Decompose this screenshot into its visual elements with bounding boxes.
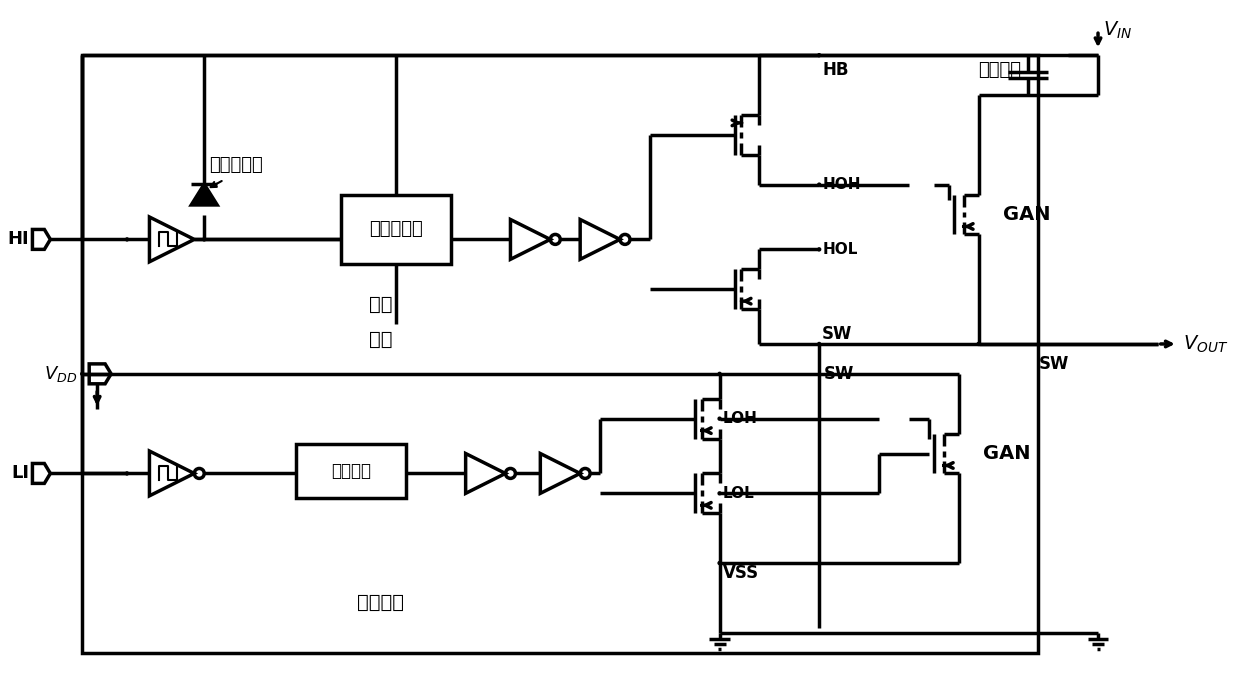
Text: 低端: 低端 <box>370 330 393 348</box>
Text: $V_{IN}$: $V_{IN}$ <box>1104 20 1132 41</box>
Text: HOL: HOL <box>822 242 858 257</box>
Circle shape <box>125 472 129 475</box>
Circle shape <box>817 248 821 251</box>
Text: HB: HB <box>822 61 848 79</box>
Text: 自举二极管: 自举二极管 <box>210 156 263 174</box>
Circle shape <box>81 238 84 241</box>
Circle shape <box>718 417 722 420</box>
Text: LI: LI <box>11 464 30 483</box>
Circle shape <box>202 238 206 241</box>
Circle shape <box>718 561 722 565</box>
Text: VSS: VSS <box>723 564 759 582</box>
Text: 延时匹配: 延时匹配 <box>331 462 371 480</box>
Bar <box>341 195 450 264</box>
Text: LOL: LOL <box>723 486 754 501</box>
Bar <box>296 443 405 498</box>
Text: GAN: GAN <box>1003 205 1052 224</box>
Circle shape <box>977 342 980 346</box>
Circle shape <box>81 372 84 375</box>
Text: HI: HI <box>7 231 30 249</box>
Circle shape <box>817 183 821 186</box>
Text: $V_{OUT}$: $V_{OUT}$ <box>1183 334 1228 355</box>
Circle shape <box>718 372 722 375</box>
Text: HOH: HOH <box>822 177 861 192</box>
Text: LOH: LOH <box>723 411 758 426</box>
Circle shape <box>125 238 129 241</box>
Text: GAN: GAN <box>983 444 1030 463</box>
Text: SW: SW <box>1038 355 1069 373</box>
Text: 自举电容: 自举电容 <box>978 61 1022 79</box>
Text: 半桥驱动: 半桥驱动 <box>357 593 404 613</box>
Text: $V_{DD}$: $V_{DD}$ <box>45 364 77 384</box>
Polygon shape <box>191 184 217 205</box>
Text: 电平转换器: 电平转换器 <box>370 220 423 239</box>
Text: 高端: 高端 <box>370 295 393 313</box>
Circle shape <box>718 492 722 495</box>
Circle shape <box>817 342 821 346</box>
Text: SW: SW <box>825 365 854 383</box>
Circle shape <box>817 54 821 57</box>
Bar <box>82 55 1038 652</box>
Text: SW: SW <box>822 325 853 343</box>
